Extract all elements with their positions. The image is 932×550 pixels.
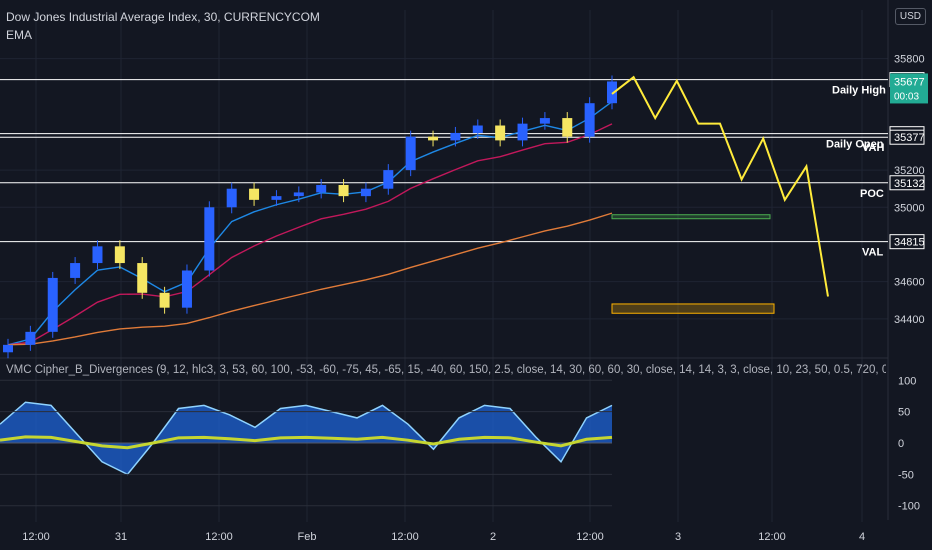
candle-body: [495, 125, 506, 141]
grid: [0, 0, 889, 522]
oscillator-tick: -100: [898, 501, 920, 513]
candle-body: [226, 188, 237, 208]
candle-body: [293, 192, 304, 197]
time-tick: 12:00: [22, 531, 50, 543]
time-tick: Feb: [298, 531, 317, 543]
ema-slow-line: [7, 212, 613, 346]
last-price-text: 35677: [894, 76, 925, 88]
level-label: Daily Open: [826, 139, 884, 151]
candle-body: [472, 125, 483, 133]
level-price-tag: [889, 129, 925, 145]
candle-body: [271, 196, 282, 200]
candle-body: [249, 188, 260, 200]
money-flow-line: [0, 435, 613, 450]
candle-body: [3, 344, 13, 353]
ema-fast-line: [7, 101, 613, 346]
indicator-label: EMA: [6, 28, 33, 42]
oscillator-tick: 50: [898, 407, 910, 419]
oscillator-label: VMC Cipher_B_Divergences (9, 12, hlc3, 3…: [6, 364, 886, 376]
price-tick: 34400: [894, 314, 925, 326]
candle-body: [70, 263, 81, 278]
support-zone: [611, 214, 771, 220]
currency-badge[interactable]: USD: [894, 8, 926, 25]
candle-body: [428, 136, 439, 141]
time-tick: 12:00: [758, 531, 786, 543]
ema-lines: [7, 101, 613, 346]
candle-body: [47, 277, 58, 332]
countdown-text: 00:03: [894, 91, 919, 102]
candle-body: [114, 246, 125, 264]
candle-body: [338, 184, 349, 197]
level-label: VAL: [862, 247, 883, 259]
time-tick: 31: [115, 531, 127, 543]
oscillator-line: [0, 401, 613, 476]
level-label: Daily High: [832, 85, 886, 97]
level-price-tag: [889, 175, 925, 191]
time-tick: 4: [859, 531, 865, 543]
candle-body: [607, 81, 617, 104]
candle-body: [360, 188, 371, 197]
oscillator-tick: 100: [898, 375, 916, 387]
candle-body: [316, 184, 327, 193]
time-tick: 12:00: [205, 531, 233, 543]
candle-body: [517, 123, 528, 141]
level-price-text: 35377: [894, 132, 925, 144]
candle-body: [159, 292, 170, 308]
price-tick: 34600: [894, 277, 925, 289]
candle-body: [25, 331, 36, 345]
level-label: POC: [860, 188, 884, 200]
candle-body: [181, 270, 192, 308]
target-zone: [611, 303, 775, 314]
level-price-text: 35132: [894, 178, 925, 190]
time-tick: 12:00: [576, 531, 604, 543]
level-label: VAH: [862, 142, 884, 154]
ema-mid-line: [7, 123, 613, 346]
projection-line: [611, 75, 829, 297]
oscillator-tick: -50: [898, 469, 914, 481]
level-price-text: 34815: [894, 237, 925, 249]
projection-path: [611, 75, 829, 297]
chart-title: Dow Jones Industrial Average Index, 30, …: [6, 10, 320, 24]
price-tick: 35800: [894, 54, 925, 66]
level-price-tag: [889, 234, 925, 250]
candle-body: [584, 103, 595, 137]
time-tick: 3: [675, 531, 681, 543]
zones: [611, 214, 775, 314]
price-tick: 35000: [894, 202, 925, 214]
candle-body: [562, 118, 573, 137]
candle-body: [92, 246, 103, 264]
time-tick: 12:00: [391, 531, 419, 543]
candles: [3, 75, 617, 359]
oscillator-panel: [0, 379, 613, 507]
time-tick: 2: [490, 531, 496, 543]
last-price-badge: [890, 73, 928, 104]
candle-body: [137, 263, 148, 293]
candle-body: [450, 132, 461, 141]
axes: 3440034600350003520035800356873539635377…: [22, 54, 928, 543]
candle-body: [405, 136, 416, 171]
candle-body: [539, 118, 550, 124]
candle-body: [383, 170, 394, 189]
candle-body: [204, 207, 215, 271]
oscillator-tick: 0: [898, 438, 904, 450]
price-tick: 35200: [894, 165, 925, 177]
